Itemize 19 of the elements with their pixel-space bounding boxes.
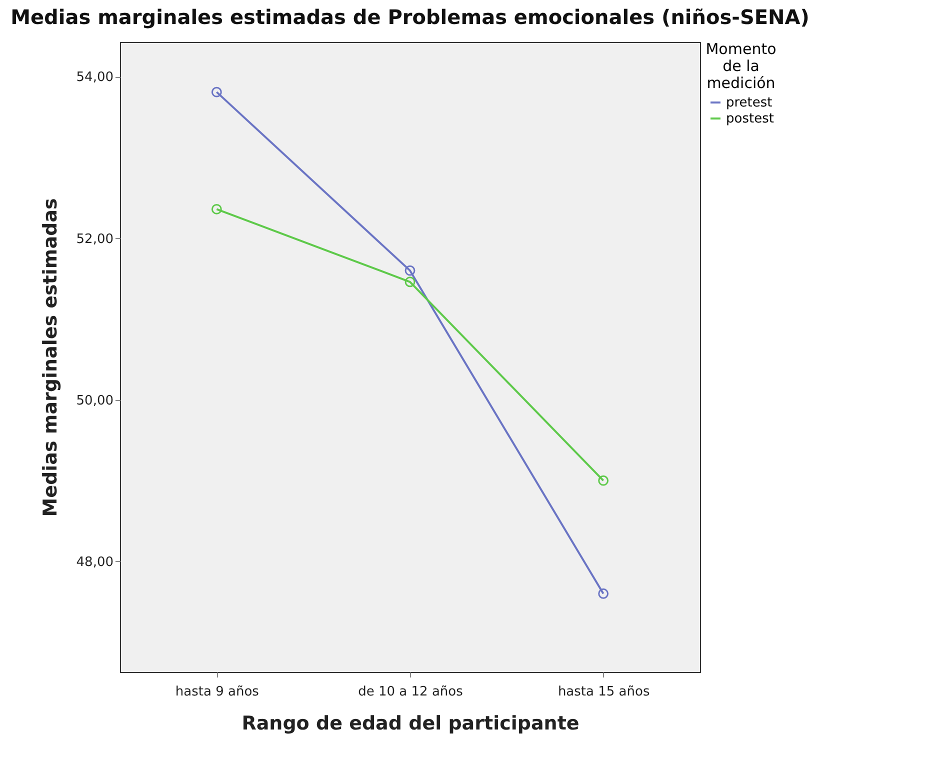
point [211,204,222,214]
y-tick-label: 54,00 [76,70,114,86]
point [598,588,609,599]
y-tick-label: 50,00 [76,393,114,408]
point [404,276,416,288]
point [404,265,416,276]
y-tick-label: 48,00 [76,554,114,570]
legend-label: postest [726,112,774,126]
x-tick-label: hasta 15 años [558,684,650,700]
x-tick-label: hasta 9 años [175,684,260,700]
legend-title: Momento de la medición [706,40,776,92]
chart-title: Medias marginales estimadas de Problemas emocionales (niños-SENA) [10,5,810,29]
point [211,86,222,98]
point [598,475,609,486]
y-axis-title: Medias marginales estimadas [39,198,62,517]
x-axis-title: Rango de edad del participante [242,712,580,734]
legend-label: pretest [726,96,772,110]
y-tick-label: 52,00 [76,232,114,247]
x-tick-label: de 10 a 12 años [358,684,464,700]
